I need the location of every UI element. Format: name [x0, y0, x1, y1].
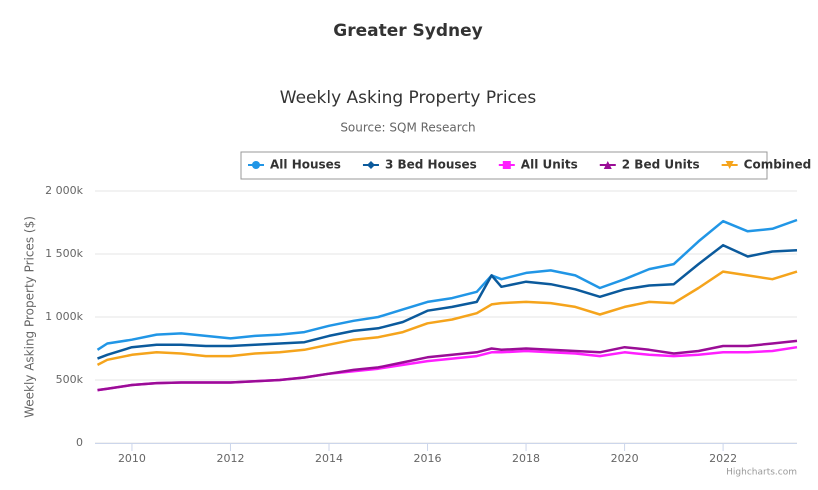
series-line — [97, 339, 798, 392]
legend-label: All Units — [521, 158, 578, 172]
legend-marker — [603, 161, 612, 169]
legend-label: Combined — [744, 158, 812, 172]
series-line — [96, 270, 798, 367]
y-tick-label: 0 — [76, 436, 83, 449]
x-tick-label: 2020 — [611, 452, 639, 465]
x-tick-label: 2022 — [709, 452, 737, 465]
legend-label: All Houses — [270, 158, 341, 172]
y-tick-label: 2 000k — [45, 184, 83, 197]
legend-marker — [725, 161, 734, 169]
legend-label: 3 Bed Houses — [385, 158, 477, 172]
chart-subtitle: Source: SQM Research — [340, 121, 475, 135]
x-tick-label: 2016 — [414, 452, 442, 465]
legend-marker — [252, 161, 260, 169]
y-tick-label: 1 000k — [45, 310, 83, 323]
x-tick-label: 2018 — [512, 452, 540, 465]
credit: Highcharts.com — [726, 468, 797, 478]
y-axis-label: Weekly Asking Property Prices ($) — [23, 216, 37, 418]
y-tick-label: 1 500k — [45, 247, 83, 260]
legend-marker — [366, 161, 375, 169]
legend-box — [240, 151, 768, 180]
series-line — [97, 243, 798, 360]
x-tick-label: 2014 — [315, 452, 343, 465]
x-tick-label: 2012 — [216, 452, 244, 465]
chart-title: Weekly Asking Property Prices — [280, 88, 537, 108]
x-tick-label: 2010 — [118, 452, 146, 465]
series-line — [96, 218, 798, 351]
page-title: Greater Sydney — [333, 21, 483, 41]
legend-label: 2 Bed Units — [622, 158, 700, 172]
y-tick-label: 500k — [56, 373, 84, 386]
legend-marker — [502, 161, 511, 169]
